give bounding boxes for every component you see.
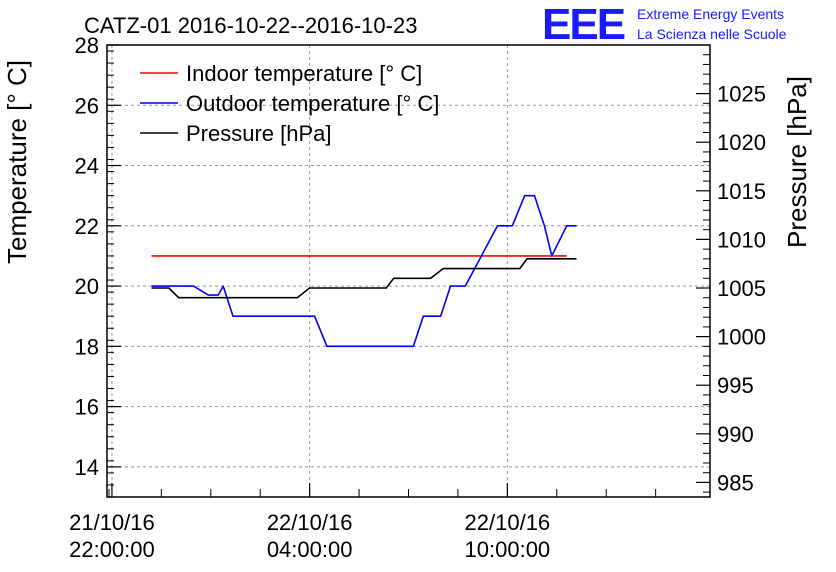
logo-line-1: Extreme Energy Events (637, 6, 784, 22)
x-tick-label-time: 04:00:00 (267, 537, 353, 562)
y2-tick-label: 1025 (717, 82, 766, 107)
legend: Indoor temperature [° C] Outdoor temperat… (140, 61, 439, 146)
logo-line-2: La Scienza nelle Scuole (637, 26, 787, 42)
logo-letters: EEE (542, 0, 625, 49)
y2-tick-label: 985 (717, 470, 754, 495)
x-tick-label-time: 10:00:00 (465, 537, 551, 562)
y2-tick-label: 995 (717, 373, 754, 398)
y-tick-label: 16 (75, 395, 99, 420)
y-tick-label: 22 (75, 214, 99, 239)
y2-tick-label: 1000 (717, 325, 766, 350)
legend-label-1: Outdoor temperature [° C] (186, 91, 439, 116)
legend-label-0: Indoor temperature [° C] (186, 61, 422, 86)
y-axis-label-left: Temperature [° C] (2, 60, 32, 264)
y-tick-label: 14 (75, 455, 99, 480)
legend-label-2: Pressure [hPa] (186, 121, 332, 146)
x-tick-label-date: 21/10/16 (69, 510, 155, 535)
y2-tick-label: 1005 (717, 276, 766, 301)
x-tick-label-date: 22/10/16 (267, 510, 353, 535)
y-tick-label: 26 (75, 93, 99, 118)
y-tick-label: 28 (75, 33, 99, 58)
x-tick-label-date: 22/10/16 (465, 510, 551, 535)
y-tick-label: 24 (75, 154, 99, 179)
chart-title: CATZ-01 2016-10-22--2016-10-23 (84, 13, 417, 38)
axis-ticks: 14 16 18 20 22 24 26 28 985 990 995 1000 1005 1010 101… (69, 33, 766, 562)
y2-tick-label: 990 (717, 422, 754, 447)
series-line-1 (151, 194, 577, 348)
eee-logo: EEE Extreme Energy Events La Scienza nel… (542, 0, 787, 49)
y-tick-label: 18 (75, 334, 99, 359)
data-series (151, 194, 577, 348)
y2-tick-label: 1015 (717, 179, 766, 204)
y-axis-label-right: Pressure [hPa] (782, 76, 812, 248)
y2-tick-label: 1010 (717, 227, 766, 252)
x-tick-label-time: 22:00:00 (69, 537, 155, 562)
series-line-2 (151, 257, 577, 299)
y2-tick-label: 1020 (717, 130, 766, 155)
y-tick-label: 20 (75, 274, 99, 299)
